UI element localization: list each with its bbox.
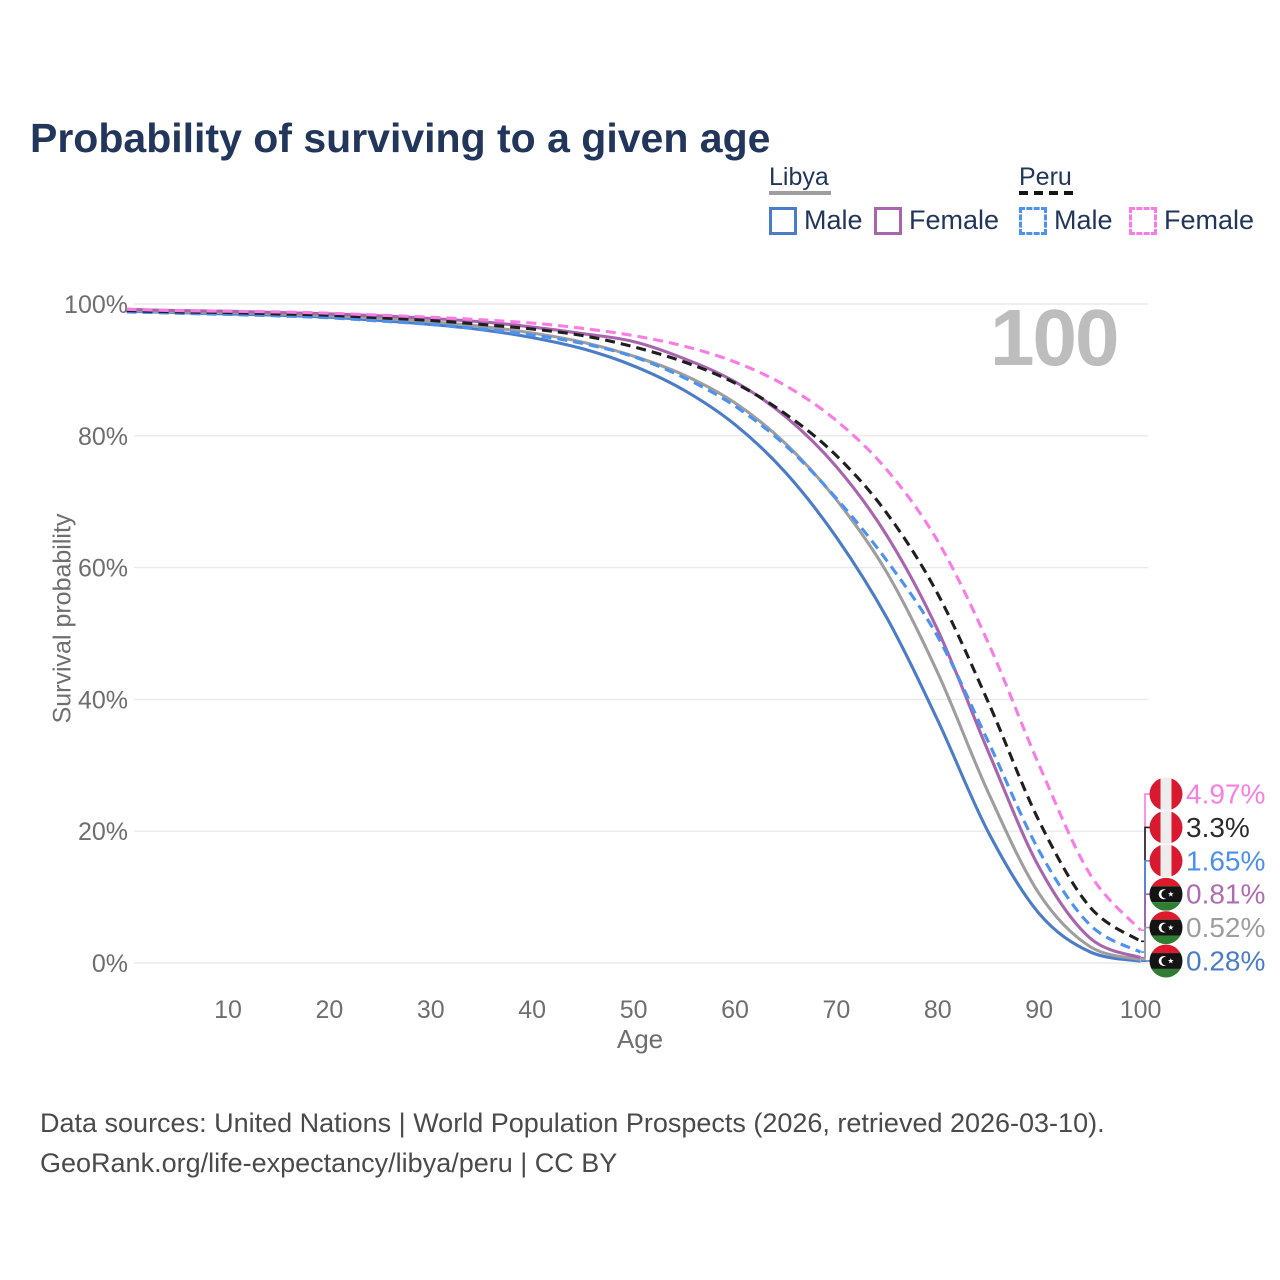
flag-libya-icon: [1149, 911, 1183, 945]
flag-libya-icon: [1149, 877, 1183, 911]
x-tick-label-50: 50: [620, 996, 648, 1024]
x-tick-label-90: 90: [1025, 996, 1053, 1024]
legend-label-peru-male: Male: [1054, 205, 1113, 235]
legend-item-peru-female[interactable]: Female: [1129, 205, 1254, 236]
x-tick-label-20: 20: [315, 996, 343, 1024]
legend-swatch-libya-male-icon: [769, 206, 797, 235]
legend-item-libya-male[interactable]: Male: [769, 205, 863, 236]
age-watermark: 100: [990, 293, 1119, 382]
end-value-label-peru-female: 4.97%: [1186, 779, 1265, 810]
attribution-link[interactable]: GeoRank.org/life-expectancy/libya/peru |…: [40, 1148, 618, 1178]
flag-libya-icon: [1149, 944, 1183, 978]
y-tick-label-40: 40%: [78, 686, 128, 714]
y-tick-label-0: 0%: [92, 950, 128, 978]
legend-label-peru-female: Female: [1164, 205, 1255, 235]
series-curve-peru-both[interactable]: [126, 309, 1142, 943]
leader-line-libya-female: [1141, 893, 1150, 959]
end-value-label-libya-both: 0.52%: [1186, 912, 1265, 943]
end-value-label-libya-male: 0.28%: [1186, 946, 1265, 977]
x-tick-label-70: 70: [822, 996, 850, 1024]
series-curve-libya-female[interactable]: [126, 307, 1142, 960]
y-tick-label-100: 100%: [64, 291, 128, 319]
y-tick-label-20: 20%: [78, 818, 128, 846]
legend-item-libya-female[interactable]: Female: [874, 205, 999, 236]
end-value-label-peru-male: 1.65%: [1186, 845, 1265, 876]
legend-swatch-peru-male-icon: [1019, 206, 1047, 235]
series-curve-libya-male[interactable]: [126, 309, 1141, 963]
series-curve-peru-male[interactable]: [126, 310, 1142, 954]
x-tick-label-30: 30: [417, 996, 445, 1024]
x-tick-label-60: 60: [721, 996, 749, 1024]
x-tick-label-80: 80: [924, 996, 952, 1024]
y-tick-label-80: 80%: [78, 423, 128, 451]
series-curve-peru-female[interactable]: [126, 307, 1142, 932]
data-sources-note: Data sources: United Nations | World Pop…: [40, 1108, 1105, 1138]
series-curve-libya-both[interactable]: [126, 309, 1141, 962]
leader-line-libya-both: [1141, 926, 1150, 961]
flag-peru-icon: [1149, 777, 1183, 811]
end-value-label-peru-both: 3.3%: [1186, 812, 1250, 843]
legend-item-peru-male[interactable]: Male: [1019, 205, 1113, 236]
flag-peru-icon: [1149, 844, 1183, 878]
page-title: Probability of surviving to a given age: [30, 115, 771, 162]
legend-group-peru[interactable]: Peru: [1019, 163, 1072, 191]
x-tick-label-100: 100: [1120, 996, 1162, 1024]
flag-peru-icon: [1149, 810, 1183, 844]
x-tick-label-10: 10: [214, 996, 242, 1024]
legend-libya-line-sample: [769, 191, 831, 195]
legend-swatch-libya-female-icon: [874, 206, 902, 235]
y-tick-label-60: 60%: [78, 555, 128, 583]
legend-group-libya[interactable]: Libya: [769, 163, 829, 191]
x-axis-title: Age: [616, 1024, 664, 1054]
legend-label-libya-female: Female: [909, 205, 1000, 235]
x-tick-label-40: 40: [518, 996, 546, 1024]
legend-peru-line-sample: [1019, 191, 1075, 195]
legend-label-libya-male: Male: [804, 205, 863, 235]
legend-swatch-peru-female-icon: [1129, 206, 1157, 235]
end-value-label-libya-female: 0.81%: [1186, 879, 1265, 910]
